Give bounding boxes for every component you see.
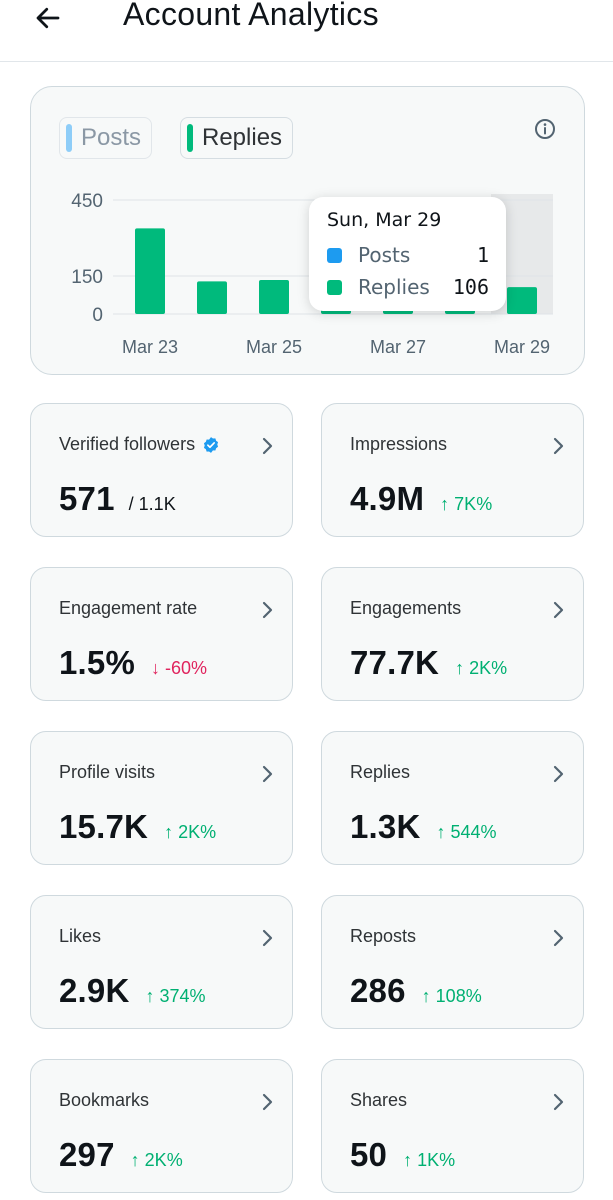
chevron-right-icon — [262, 765, 273, 783]
tooltip-replies-label: Replies — [358, 275, 430, 299]
stat-card-engagements[interactable]: Engagements 77.7K ↑ 2K% — [321, 567, 584, 701]
stat-value: 4.9M — [350, 480, 425, 517]
tooltip-posts-value: 1 — [476, 243, 489, 267]
stat-label: Profile visits — [59, 762, 156, 782]
stat-card-shares[interactable]: Shares 50 ↑ 1K% — [321, 1059, 584, 1193]
stat-card-reposts[interactable]: Reposts 286 ↑ 108% — [321, 895, 584, 1029]
stat-value: 571 — [59, 480, 115, 517]
stat-value-row: 77.7K ↑ 2K% — [350, 644, 507, 682]
stat-label: Bookmarks — [59, 1090, 150, 1110]
stat-card-likes[interactable]: Likes 2.9K ↑ 374% — [30, 895, 293, 1029]
chevron-right-icon — [553, 437, 564, 455]
stat-value: 286 — [350, 972, 406, 1009]
stat-label: Engagement rate — [59, 598, 198, 618]
stat-label: Reposts — [350, 926, 417, 946]
chevron-right-icon — [553, 765, 564, 783]
chevron-right-icon — [553, 601, 564, 619]
stat-card-profile-visits[interactable]: Profile visits 15.7K ↑ 2K% — [30, 731, 293, 865]
stat-value: 2.9K — [59, 972, 130, 1009]
y-tick-label: 0 — [92, 305, 103, 326]
stat-change: ↓ -60% — [151, 658, 208, 678]
stat-change: ↑ 2K% — [130, 1150, 183, 1170]
stat-label: Engagements — [350, 598, 462, 618]
page-title: Account Analytics — [123, 0, 379, 32]
stat-label: Replies — [350, 762, 411, 782]
stat-change: ↑ 108% — [421, 986, 482, 1006]
stat-label: Shares — [350, 1090, 408, 1110]
stat-value-row: 571 / 1.1K — [59, 480, 176, 518]
posts-swatch — [66, 124, 72, 152]
replies-swatch — [187, 124, 193, 152]
stat-card-engagement-rate[interactable]: Engagement rate 1.5% ↓ -60% — [30, 567, 293, 701]
stat-total: / 1.1K — [128, 494, 176, 514]
stat-value: 1.3K — [350, 808, 421, 845]
x-tick-label: Mar 27 — [370, 337, 426, 357]
tooltip-row-replies: Replies 106 — [327, 275, 489, 299]
header: Account Analytics — [0, 0, 613, 62]
chart-card: Posts Replies 450 150 0 Mar 23 Mar 25 Mar 27 M… — [30, 86, 585, 375]
bar — [259, 280, 289, 314]
bar — [507, 287, 537, 314]
stat-value: 297 — [59, 1136, 115, 1173]
verified-badge-icon — [204, 436, 219, 453]
stat-value-row: 2.9K ↑ 374% — [59, 972, 206, 1010]
chevron-right-icon — [262, 437, 273, 455]
stat-label: Impressions — [350, 434, 448, 454]
stat-value-row: 15.7K ↑ 2K% — [59, 808, 216, 846]
stat-label: Likes — [59, 926, 102, 946]
stat-change: ↑ 374% — [145, 986, 206, 1006]
x-tick-label: Mar 29 — [494, 337, 550, 357]
legend-posts-toggle[interactable]: Posts — [59, 117, 153, 159]
legend-replies-label: Replies — [202, 124, 283, 151]
stat-card-bookmarks[interactable]: Bookmarks 297 ↑ 2K% — [30, 1059, 293, 1193]
stat-change: ↑ 7K% — [440, 494, 493, 514]
stat-card-impressions[interactable]: Impressions 4.9M ↑ 7K% — [321, 403, 584, 537]
tooltip-posts-swatch — [327, 247, 342, 263]
stat-label: Verified followers — [59, 434, 220, 455]
stat-value: 50 — [350, 1136, 388, 1173]
back-button[interactable] — [30, 0, 66, 36]
tooltip-posts-label: Posts — [358, 243, 411, 267]
chevron-right-icon — [553, 1093, 564, 1111]
legend-posts-label: Posts — [81, 124, 142, 151]
stat-card-replies[interactable]: Replies 1.3K ↑ 544% — [321, 731, 584, 865]
tooltip-replies-swatch — [327, 279, 342, 295]
bar — [135, 228, 165, 314]
arrow-left-icon — [36, 7, 60, 29]
stat-value-row: 286 ↑ 108% — [350, 972, 482, 1010]
stat-value: 15.7K — [59, 808, 149, 845]
stat-value-row: 1.5% ↓ -60% — [59, 644, 207, 682]
chevron-right-icon — [262, 601, 273, 619]
info-icon — [535, 119, 555, 139]
chevron-right-icon — [262, 929, 273, 947]
stat-card-verified-followers[interactable]: Verified followers 571 / 1.1K — [30, 403, 293, 537]
stat-change: ↑ 544% — [436, 822, 497, 842]
stat-value-row: 297 ↑ 2K% — [59, 1136, 183, 1174]
bar — [197, 281, 227, 314]
stat-label-text: Verified followers — [59, 434, 196, 454]
stat-value-row: 50 ↑ 1K% — [350, 1136, 455, 1174]
chevron-right-icon — [262, 1093, 273, 1111]
x-tick-label: Mar 25 — [246, 337, 302, 357]
chart-tooltip: Sun, Mar 29 Posts 1 Replies 106 — [309, 197, 506, 311]
chevron-right-icon — [553, 929, 564, 947]
stat-change: ↑ 2K% — [455, 658, 508, 678]
tooltip-replies-value: 106 — [452, 275, 489, 299]
info-button[interactable] — [533, 117, 557, 141]
y-tick-label: 450 — [71, 191, 103, 212]
legend-replies-toggle[interactable]: Replies — [180, 117, 294, 159]
stat-change: ↑ 1K% — [403, 1150, 456, 1170]
stat-value-row: 4.9M ↑ 7K% — [350, 480, 492, 518]
stat-value: 1.5% — [59, 644, 136, 681]
stat-value: 77.7K — [350, 644, 440, 681]
x-tick-label: Mar 23 — [122, 337, 178, 357]
tooltip-date: Sun, Mar 29 — [327, 209, 442, 231]
y-tick-label: 150 — [71, 267, 103, 288]
stat-value-row: 1.3K ↑ 544% — [350, 808, 497, 846]
tooltip-row-posts: Posts 1 — [327, 243, 489, 267]
stat-change: ↑ 2K% — [164, 822, 217, 842]
